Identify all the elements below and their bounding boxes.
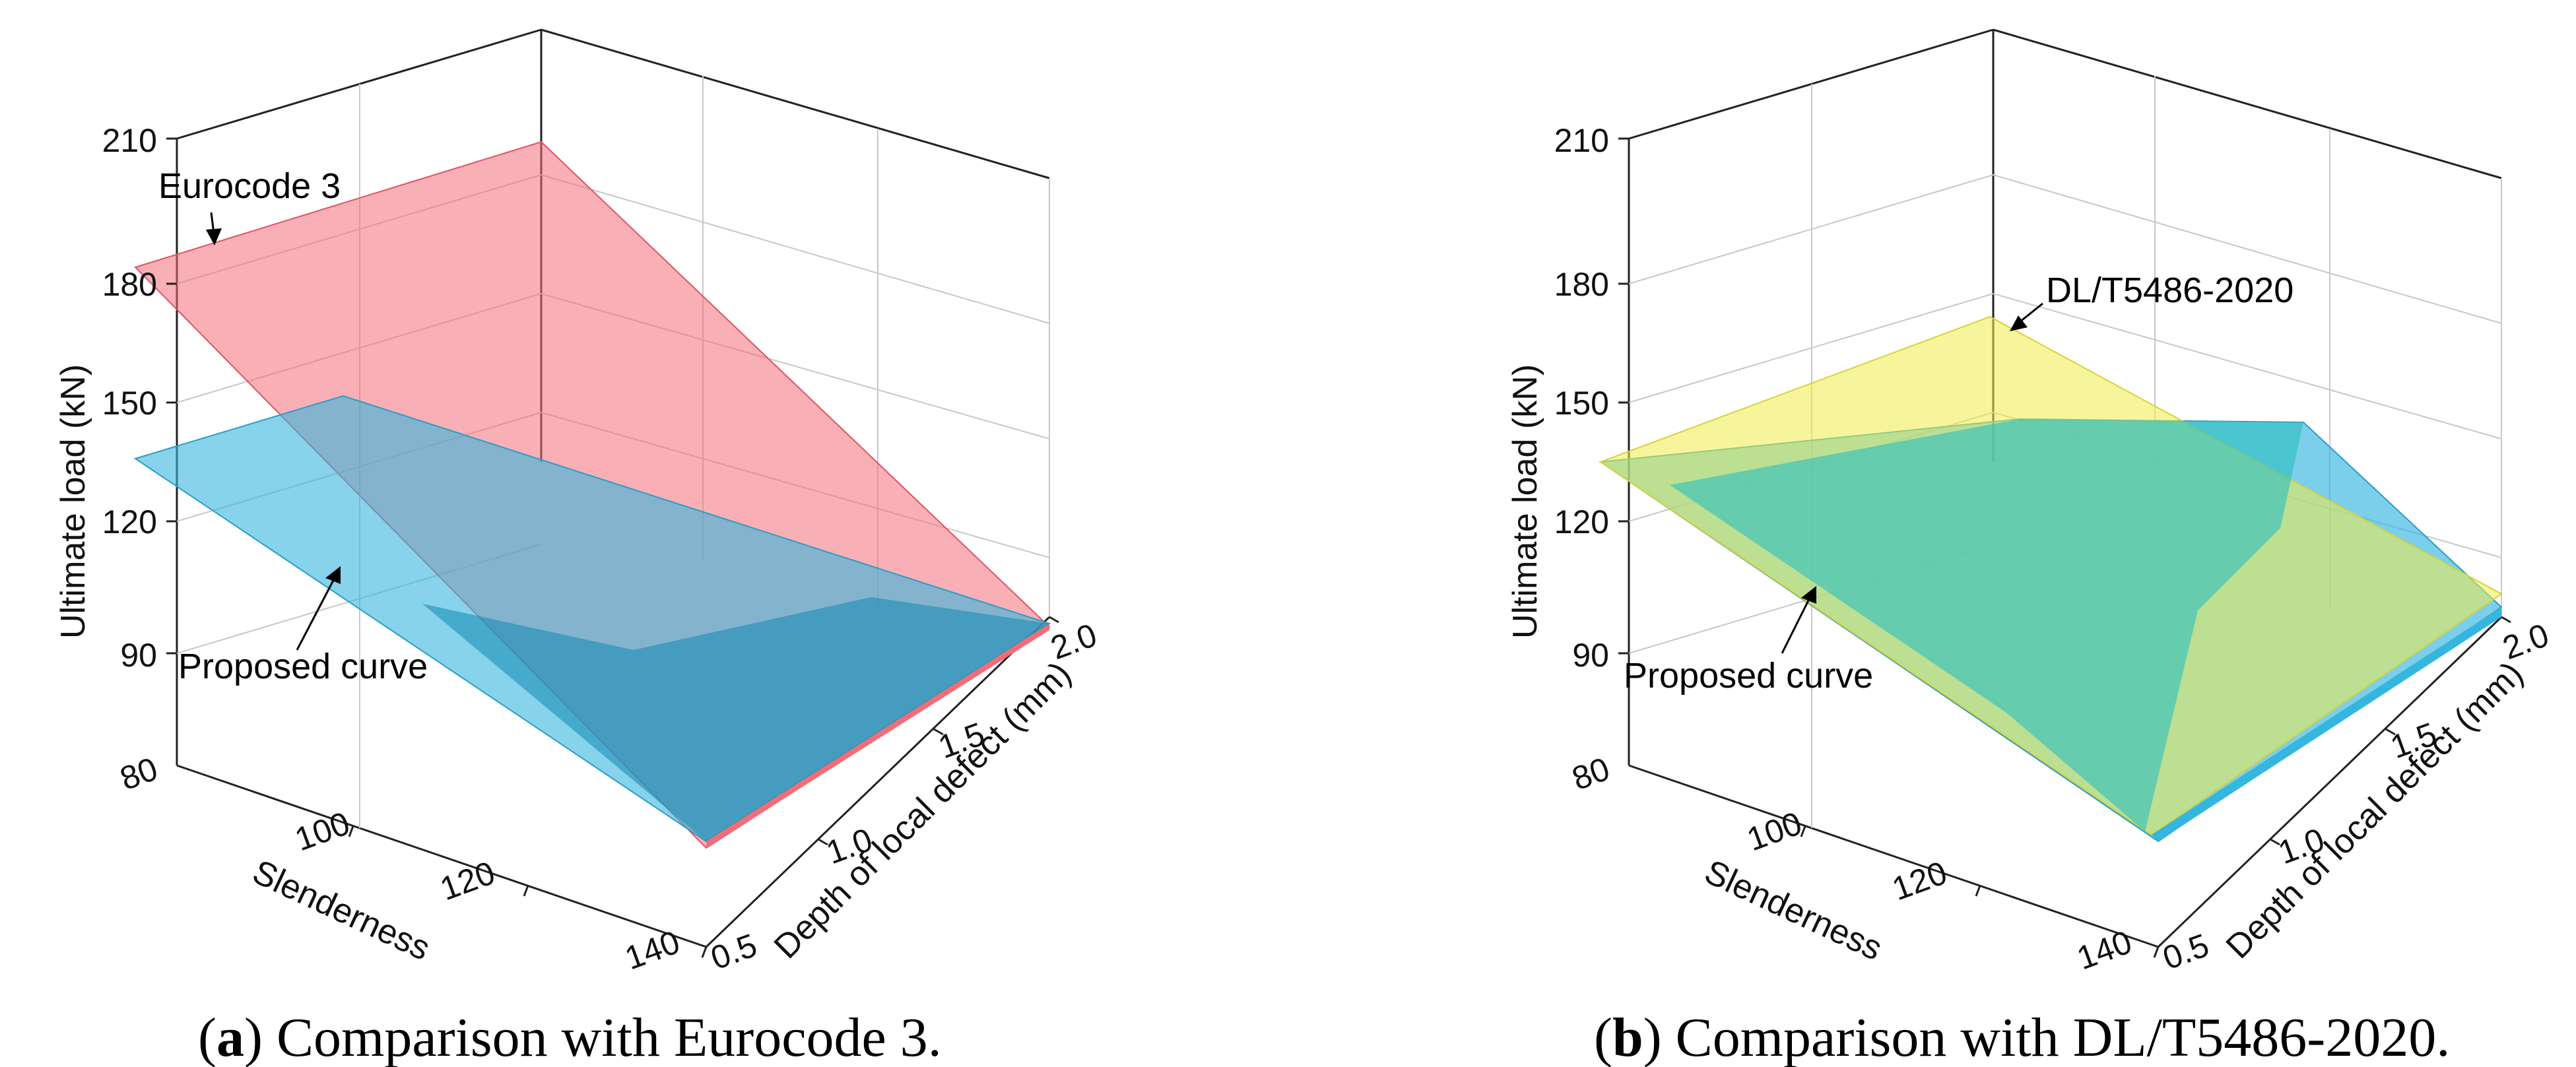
caption-letter: a [216,1007,244,1067]
svg-text:(a) Comparison with Eurocode 3: (a) Comparison with Eurocode 3. [198,1007,942,1067]
x-axis-ticks: 100 120 140 [290,804,708,977]
svg-text:(b) Comparison with DL/T5486-2: (b) Comparison with DL/T5486-2020. [1594,1007,2450,1067]
z-tick: 120 [1554,503,1609,540]
surface-overlap [1670,419,2303,831]
annotation-proposed-curve: Proposed curve [178,647,428,686]
z-tick: 80 [116,750,162,798]
z-axis-label: Ultimate load (kN) [54,364,92,639]
z-axis-label: Ultimate load (kN) [1506,364,1544,639]
z-tick: 210 [1554,122,1609,159]
surface-front-edge [2152,607,2501,841]
surface-front-edge [706,624,1049,848]
z-tick: 210 [102,122,157,159]
y-tick: 0.5 [706,926,762,977]
annotation-arrowhead-eurocode-3 [206,228,222,245]
chart-panel-b: DL/T5486-2020 Proposed curve 210 180 150… [1506,28,2554,1067]
x-tick: 140 [2072,923,2137,977]
annotation-arrowhead-proposed-curve [1801,586,1816,604]
annotation-arrowhead-dl-t5486-2020 [2010,315,2028,331]
y-tick: 0.5 [2158,926,2214,977]
annotation-eurocode-3: Eurocode 3 [158,166,341,206]
caption-text: ) Comparison with DL/T5486-2020. [1643,1007,2451,1067]
z-axis-ticks: 210 180 150 120 90 80 [102,122,177,797]
z-tick: 180 [102,266,157,303]
annotation-arrowhead-proposed-curve [325,566,341,584]
z-tick: 90 [120,637,157,674]
caption-b: (b) Comparison with DL/T5486-2020. [1594,1007,2450,1067]
z-tick: 150 [1554,385,1609,422]
annotation-proposed-curve: Proposed curve [1624,656,1873,695]
x-axis-label: Slenderness [1699,853,1888,968]
annotation-arrow-proposed-curve [296,573,338,651]
caption-a: (a) Comparison with Eurocode 3. [198,1007,942,1067]
x-tick: 120 [1888,854,1952,907]
z-tick: 80 [1568,750,1614,798]
x-tick: 120 [436,854,500,907]
surface-shading [422,597,1049,841]
x-axis-label: Slenderness [247,853,436,968]
z-tick: 150 [102,385,157,422]
caption-letter: b [1612,1007,1643,1067]
annotation-arrow-proposed-curve [1781,593,1813,654]
z-tick: 180 [1554,266,1609,303]
annotation-dl-t5486-2020: DL/T5486-2020 [2046,271,2294,310]
chart-panel-a: Eurocode 3 Proposed curve 210 180 150 12… [54,28,1102,1067]
x-tick: 140 [620,923,685,977]
x-axis-ticks: 100 120 140 [1742,804,2160,977]
x-tick: 100 [1742,804,1807,858]
z-tick: 120 [102,503,157,540]
x-tick: 100 [290,804,355,858]
caption-text: ) Comparison with Eurocode 3. [244,1007,942,1067]
z-tick: 90 [1572,637,1609,674]
